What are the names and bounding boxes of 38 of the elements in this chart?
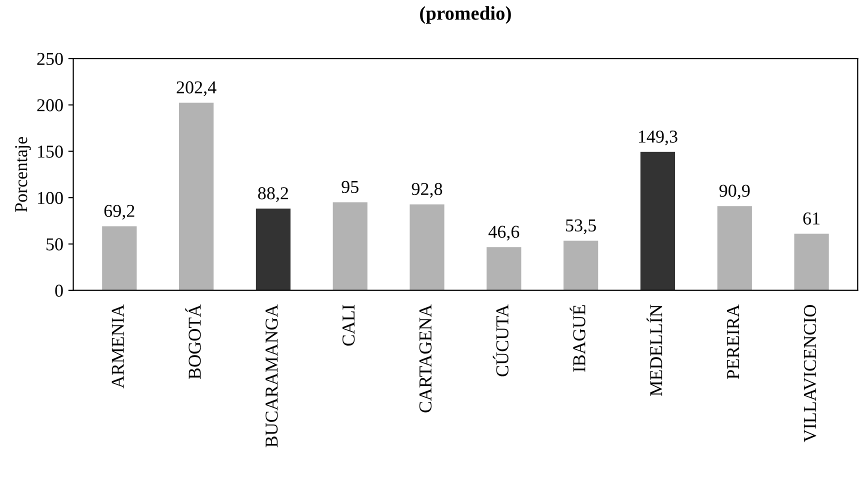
bar xyxy=(640,152,676,290)
bar xyxy=(256,208,291,290)
bar xyxy=(564,240,598,290)
data-label: 53,5 xyxy=(566,219,596,234)
x-tick-label: VILLAVICENCIO xyxy=(804,304,816,442)
y-tick-label: 50 xyxy=(46,238,63,250)
data-label: 95 xyxy=(342,180,358,194)
x-tick-label: CARTAGENA xyxy=(419,304,432,412)
data-label: 69,2 xyxy=(104,204,134,220)
y-tick-label: 100 xyxy=(38,192,63,204)
data-label: 92,8 xyxy=(412,182,442,198)
data-label: 202,4 xyxy=(176,81,216,96)
y-axis-title: Porcentaje xyxy=(15,136,31,212)
chart-title: (promedio) xyxy=(420,6,511,24)
bar xyxy=(486,247,522,290)
bar xyxy=(332,202,368,290)
bar xyxy=(717,206,752,290)
y-tick-label: 150 xyxy=(38,146,63,158)
x-tick-label: BUCARAMANGA xyxy=(266,304,278,448)
y-tick-label: 200 xyxy=(37,99,63,112)
data-label: 61 xyxy=(803,212,820,225)
x-tick-label: MEDELLÍN xyxy=(646,304,662,396)
data-label: 88,2 xyxy=(258,187,288,202)
data-label: 149,3 xyxy=(639,130,678,146)
bar xyxy=(179,102,214,290)
y-tick-label: 0 xyxy=(55,284,63,297)
x-tick-label: BOGOTÁ xyxy=(185,304,201,379)
x-tick-label: CÚCUTA xyxy=(492,304,508,376)
data-label: 46,6 xyxy=(488,226,520,241)
bar xyxy=(102,226,137,290)
x-tick-label: PEREIRA xyxy=(727,304,739,379)
data-label: 90,9 xyxy=(719,184,750,200)
x-tick-label: CALI xyxy=(342,304,355,346)
y-tick-label: 250 xyxy=(37,52,63,65)
bar xyxy=(794,234,829,290)
x-tick-label: ARMENIA xyxy=(112,304,124,388)
x-tick-label: IBAGUÉ xyxy=(570,305,586,372)
bar xyxy=(410,204,444,290)
